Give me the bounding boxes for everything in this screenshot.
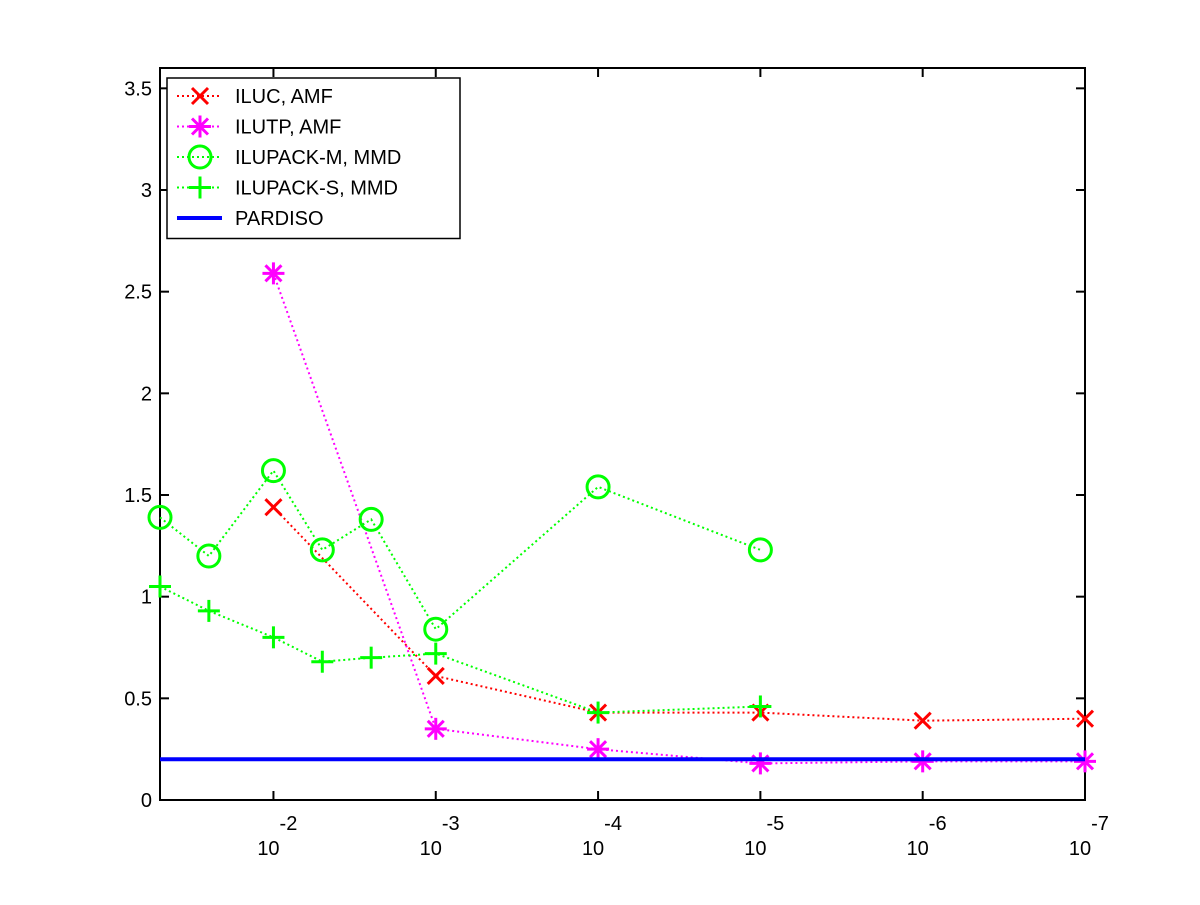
x-tick-label-exponent: -7 <box>1091 813 1109 835</box>
y-tick-label: 0 <box>141 790 152 812</box>
x-tick-label-exponent: -4 <box>604 813 622 835</box>
data-point-marker <box>197 599 220 622</box>
series-3 <box>149 575 772 724</box>
data-point-marker <box>1075 709 1095 728</box>
data-point-marker <box>309 537 335 563</box>
x-tick-label-exponent: -5 <box>766 813 784 835</box>
series-2 <box>147 458 773 642</box>
data-point-marker <box>424 642 447 665</box>
data-point-marker <box>196 543 222 569</box>
data-point-marker <box>260 458 286 484</box>
data-point-marker <box>360 646 383 669</box>
legend-label: PARDISO <box>235 208 324 230</box>
x-tick-label-exponent: -2 <box>280 813 298 835</box>
y-tick-label: 3 <box>141 180 152 202</box>
data-point-marker <box>147 504 173 530</box>
data-point-marker <box>311 650 334 673</box>
data-point-marker <box>587 738 610 761</box>
y-tick-label: 1 <box>141 587 152 609</box>
series-line <box>272 506 1086 722</box>
series-layer <box>147 262 1096 775</box>
x-tick-label-base: 10 <box>420 838 442 860</box>
x-tick-label-base: 10 <box>907 838 929 860</box>
data-point-marker <box>1074 750 1096 773</box>
legend-box <box>166 77 461 240</box>
legend-entry: ILUTP, AMF <box>177 115 341 139</box>
data-point-marker <box>358 506 384 532</box>
y-tick-label: 3.5 <box>124 78 152 100</box>
legend-label: ILUTP, AMF <box>235 117 341 139</box>
x-tick-label-exponent: -6 <box>929 813 947 835</box>
y-tick-label: 0.5 <box>124 688 152 710</box>
legend-marker <box>187 144 213 170</box>
y-tick-label: 1.5 <box>124 485 152 507</box>
data-point-marker <box>747 537 773 563</box>
legend: ILUC, AMF ILUTP, AMF ILUPACK-M, MMD ILUPACK… <box>166 77 461 240</box>
legend-entry: ILUPACK-M, MMD <box>177 144 401 170</box>
data-point-marker <box>426 666 445 686</box>
x-tick-label-base: 10 <box>257 838 279 860</box>
legend-label: ILUPACK-S, MMD <box>235 178 398 200</box>
data-point-marker <box>749 695 772 718</box>
x-tick-label-base: 10 <box>582 838 604 860</box>
data-point-marker <box>149 575 171 598</box>
legend-entry: ILUPACK-S, MMD <box>177 176 398 200</box>
legend-marker <box>189 115 211 138</box>
x-tick-label-exponent: -3 <box>442 813 460 835</box>
data-point-marker <box>587 701 610 724</box>
legend-entry: PARDISO <box>177 208 324 230</box>
data-point-marker <box>749 752 772 775</box>
data-point-marker <box>262 626 285 649</box>
legend-entry: ILUC, AMF <box>177 86 333 108</box>
x-tick-label-base: 10 <box>744 838 766 860</box>
data-point-marker <box>585 474 611 500</box>
legend-marker <box>190 86 210 106</box>
axes-frame <box>159 67 1086 801</box>
data-point-marker <box>262 262 285 285</box>
data-point-marker <box>264 498 283 517</box>
series-line <box>159 468 761 631</box>
x-tick-label-base: 10 <box>1069 838 1091 860</box>
data-point-marker <box>913 711 932 730</box>
legend-label: ILUC, AMF <box>235 86 333 108</box>
legend-marker <box>189 176 211 199</box>
axes: 00.511.522.533.510-210-310-410-510-610-7 <box>124 67 1109 860</box>
data-point-marker <box>911 750 934 773</box>
y-tick-label: 2.5 <box>124 282 152 304</box>
y-tick-label: 2 <box>141 383 152 405</box>
data-point-marker <box>423 616 449 642</box>
legend-label: ILUPACK-M, MMD <box>235 147 401 169</box>
series-0 <box>264 498 1095 730</box>
data-point-marker <box>424 717 447 740</box>
series-line <box>159 585 761 714</box>
